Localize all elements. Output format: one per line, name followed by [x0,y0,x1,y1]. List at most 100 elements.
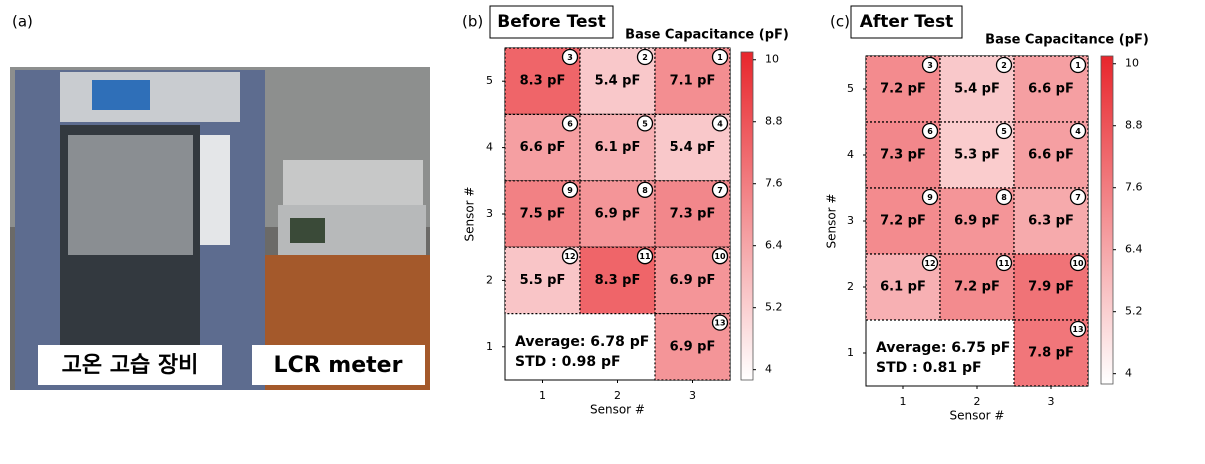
cell-border [654,113,731,182]
sensor-badge [711,48,729,66]
sensor-badge [995,122,1013,140]
panel-label: (b) [462,13,483,31]
sensor-id: 13 [714,319,725,328]
sensor-badge [995,56,1013,74]
x-tick-label: 3 [1048,395,1055,408]
value-label: 5.4 pF [595,74,641,89]
title-box [489,5,614,39]
y-tick-label: 3 [486,207,493,220]
photo: 고온 고습 장비 LCR meter [10,67,430,390]
y-tick-label: 5 [847,82,854,95]
sensor-badge [995,188,1013,206]
sensor-id: 8 [1001,193,1007,202]
sensor-id: 7 [1075,193,1081,202]
x-tick-label: 2 [614,389,621,402]
colorbar-label: Base Capacitance (pF) [985,33,1149,48]
sensor-id: 13 [1072,325,1083,334]
sensor-badge [1069,56,1087,74]
sensor-id: 6 [927,127,933,136]
value-label: 5.5 pF [520,273,566,288]
colorbar-tick-label: 8.8 [1125,119,1143,132]
y-tick-label: 1 [847,346,854,359]
y-tick-label: 4 [847,148,854,161]
colorbar-tick-label: 4 [765,363,772,376]
colorbar-tick-label: 10 [765,53,779,66]
x-tick-label: 2 [974,395,981,408]
value-label: 7.9 pF [1028,280,1074,295]
sensor-badge [561,248,579,265]
value-label: 5.4 pF [954,82,1000,97]
value-label: 6.9 pF [670,273,716,288]
value-label: 6.1 pF [880,280,926,295]
sensor-id: 3 [567,53,573,62]
cell-border [865,253,941,321]
sensor-id: 3 [927,61,933,70]
sensor-id: 8 [642,186,648,195]
value-label: 6.6 pF [1028,82,1074,97]
y-tick-label: 2 [847,280,854,293]
value-label: 7.8 pF [1028,346,1074,361]
annotation: STD : 0.81 pF [876,360,982,376]
sensor-badge [636,248,654,265]
caption-box [252,345,425,385]
value-label: 6.6 pF [520,140,566,155]
chart-title: Before Test [497,12,606,32]
value-label: 5.4 pF [670,140,716,155]
sensor-id: 10 [714,252,726,261]
y-tick-label: 3 [847,214,854,227]
value-label: 6.9 pF [670,339,716,354]
value-label: 7.2 pF [880,82,926,97]
sensor-badge [1069,122,1087,140]
value-label: 8.3 pF [520,74,566,89]
y-axis-label: Sensor # [463,186,477,241]
sensor-badge [921,122,939,140]
value-label: 7.2 pF [954,280,1000,295]
y-tick-label: 4 [486,141,493,154]
sensor-id: 12 [564,252,575,261]
cell-border [654,47,731,116]
x-axis-label: Sensor # [949,409,1004,423]
sensor-id: 1 [717,53,723,62]
cell-border [654,180,731,248]
sensor-badge [636,48,654,66]
colorbar-tick-label: 7.6 [1125,181,1143,194]
sensor-badge [636,115,654,132]
sensor-id: 5 [642,119,648,128]
sensor-badge [561,181,579,198]
chart-title: After Test [860,12,954,32]
colorbar-tick-label: 4 [1125,367,1132,380]
sensor-id: 11 [998,259,1010,268]
value-label: 6.9 pF [954,214,1000,229]
title-box [850,5,963,39]
y-tick-label: 5 [486,74,493,87]
value-label: 5.3 pF [954,148,1000,163]
sensor-badge [995,254,1013,272]
sensor-id: 1 [1075,61,1081,70]
colorbar-tick-label: 6.4 [1125,243,1143,256]
sensor-badge [921,254,939,272]
cell-border [654,246,731,315]
sensor-id: 12 [924,259,935,268]
value-label: 7.3 pF [670,207,716,222]
cell-border [939,253,1015,321]
y-axis-label: Sensor # [825,193,839,248]
sensor-badge [711,181,729,198]
value-label: 7.3 pF [880,148,926,163]
value-label: 7.1 pF [670,74,716,89]
sensor-badge [711,314,729,331]
sensor-badge [1069,188,1087,206]
photo-window [68,135,193,255]
sensor-badge [561,48,579,66]
sensor-badge [636,181,654,198]
sensor-id: 10 [1072,259,1084,268]
panel-label: (a) [12,13,33,31]
colorbar-tick-label: 7.6 [765,177,783,190]
caption: 고온 고습 장비 [62,353,199,378]
value-label: 6.1 pF [595,140,641,155]
photo-display [92,80,150,110]
sensor-id: 2 [642,53,648,62]
sensor-badge [921,188,939,206]
sensor-id: 4 [717,119,723,128]
value-label: 6.3 pF [1028,214,1074,229]
annotation: STD : 0.98 pF [515,354,621,370]
